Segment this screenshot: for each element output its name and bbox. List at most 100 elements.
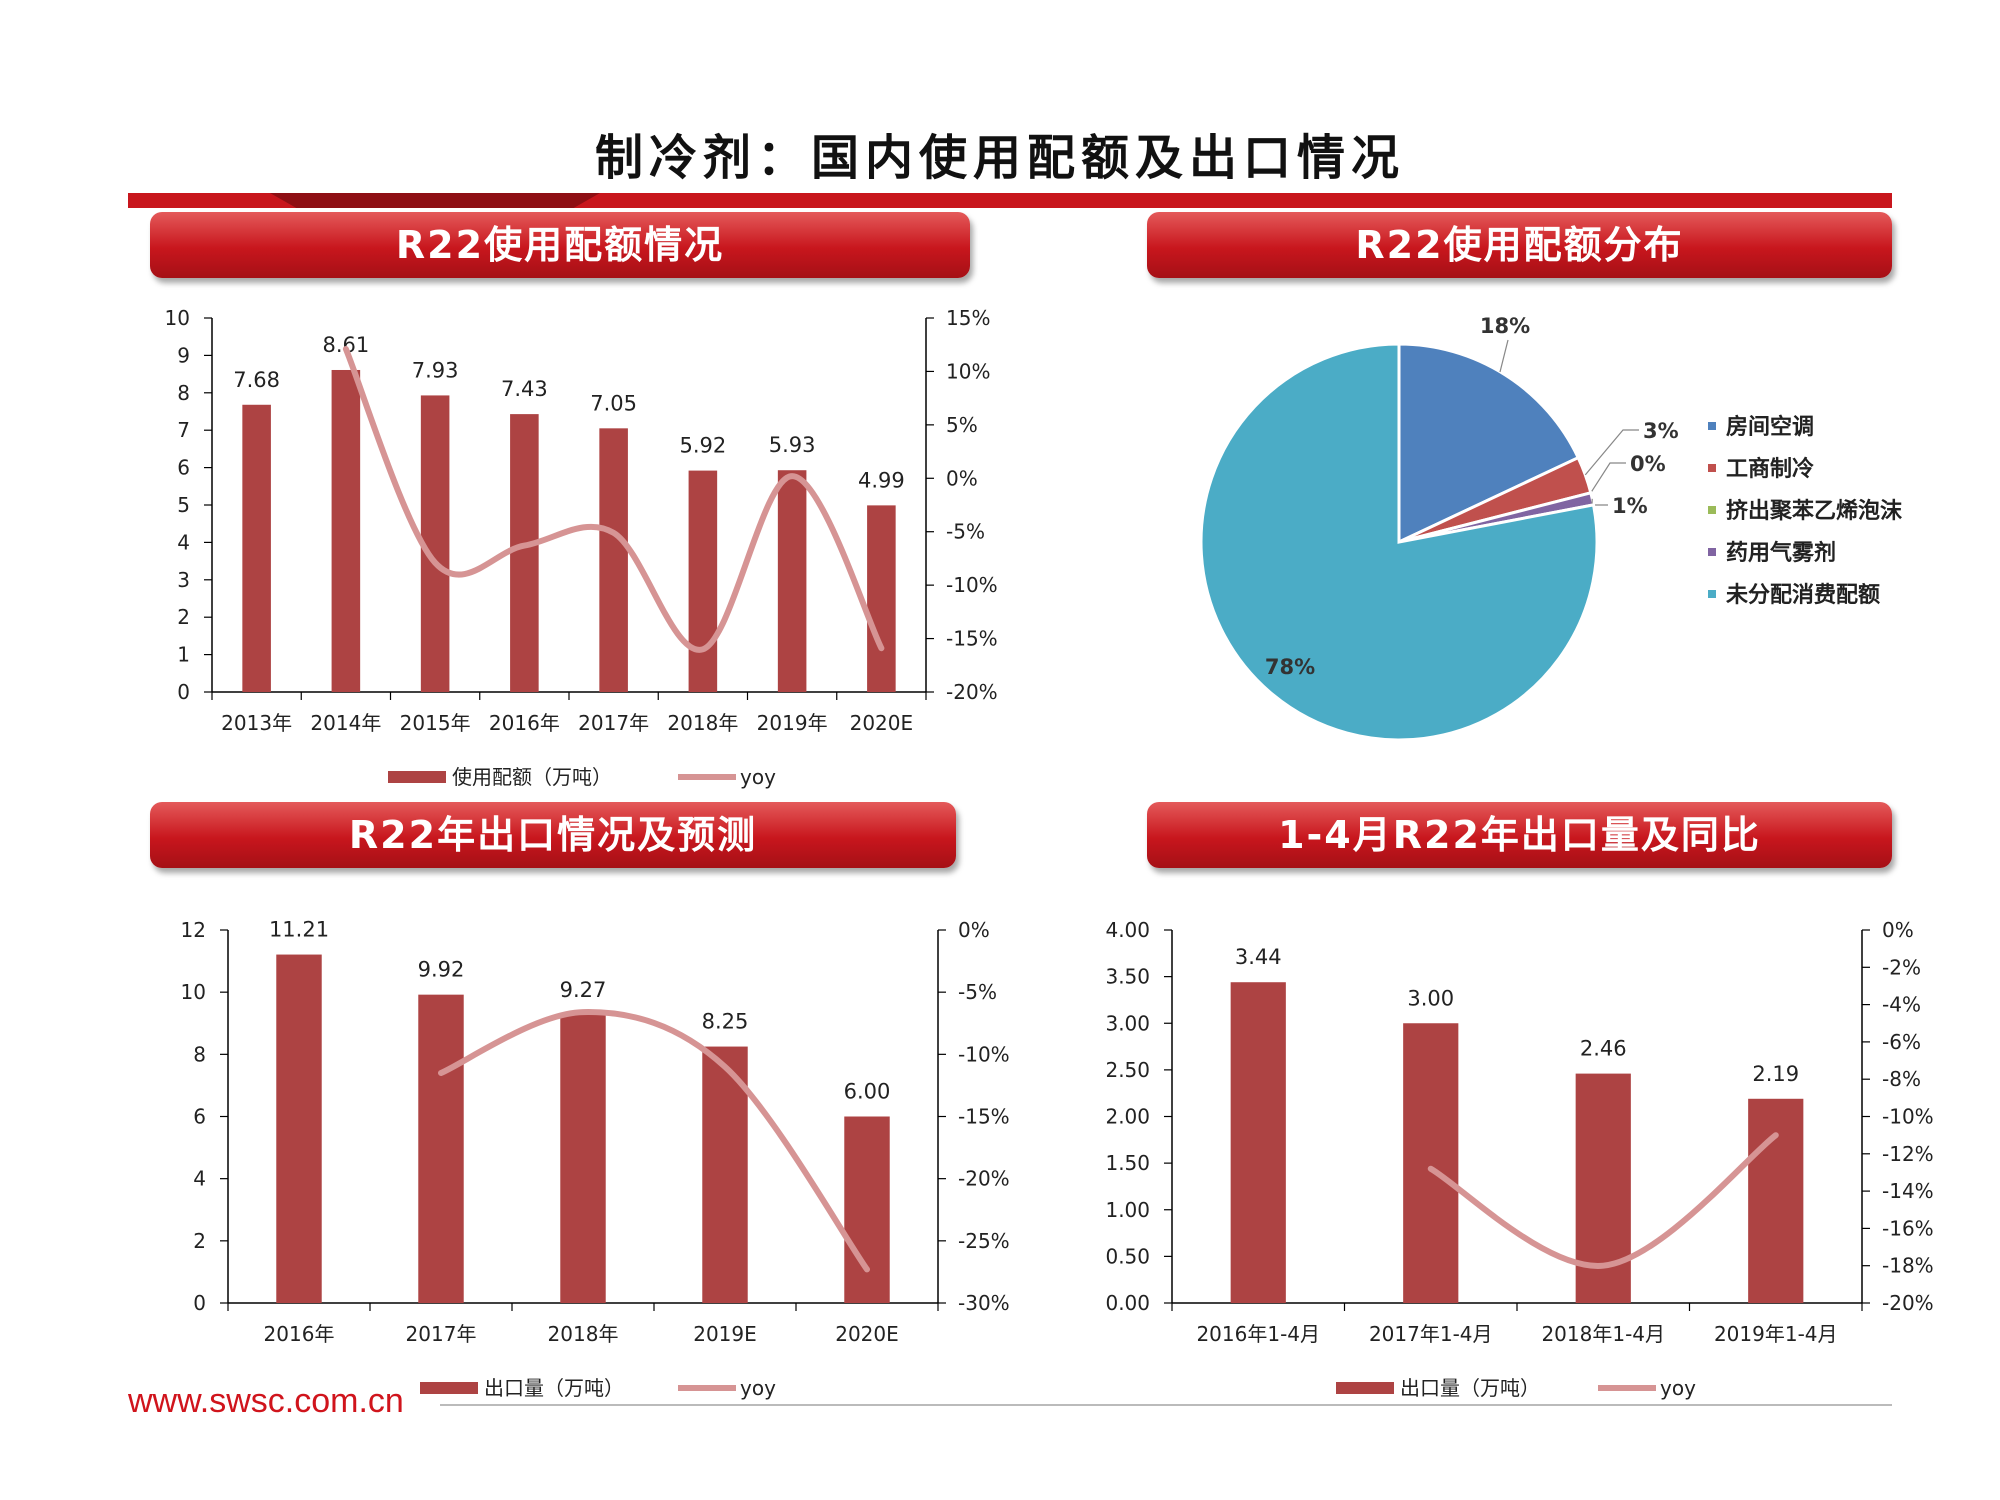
chart1-y2-tick-label: 5% bbox=[946, 413, 978, 437]
chart1-y-tick-label: 7 bbox=[177, 418, 190, 442]
chart1-bar bbox=[242, 404, 271, 692]
chart3-legend-yoy-label: yoy bbox=[740, 1376, 776, 1400]
chart4-y2-tick-label: -18% bbox=[1882, 1254, 1934, 1278]
pie-slice-label: 78% bbox=[1265, 655, 1315, 679]
chart1-legend-bar-label: 使用配额（万吨） bbox=[452, 765, 612, 789]
chart4-bar bbox=[1230, 982, 1286, 1303]
pie-legend-label: 未分配消费配额 bbox=[1726, 583, 1880, 608]
chart4-x-tick-label: 2019年1-4月 bbox=[1714, 1322, 1838, 1346]
pie-legend-label: 药用气雾剂 bbox=[1726, 540, 1836, 566]
chart1-y-tick-label: 9 bbox=[177, 343, 190, 367]
chart1-y2-tick-label: -10% bbox=[946, 573, 998, 597]
chart3-y-tick-label: 4 bbox=[193, 1167, 206, 1191]
pie-slice bbox=[1199, 342, 1599, 742]
pie-legend-label: 房间空调 bbox=[1726, 414, 1814, 440]
chart1-y-tick-label: 2 bbox=[177, 605, 190, 629]
chart3-bar bbox=[702, 1046, 748, 1303]
chart4-y2-tick-label: -6% bbox=[1882, 1030, 1921, 1054]
chart4-y2-tick-label: -14% bbox=[1882, 1179, 1934, 1203]
chart4-y-tick-label: 3.00 bbox=[1105, 1011, 1150, 1035]
chart4-bar bbox=[1748, 1098, 1804, 1303]
chart4-y-tick-label: 1.00 bbox=[1105, 1198, 1150, 1222]
chart4-y-tick-label: 2.00 bbox=[1105, 1105, 1150, 1129]
chart1-bar bbox=[599, 428, 628, 692]
chart3-x-tick-label: 2016年 bbox=[264, 1322, 335, 1346]
chart4-bar-value-label: 3.00 bbox=[1407, 986, 1454, 1010]
chart4-x-tick-label: 2016年1-4月 bbox=[1196, 1322, 1320, 1346]
chart3-bar bbox=[560, 1014, 606, 1303]
chart4-legend-bar-swatch bbox=[1336, 1382, 1394, 1394]
chart3-y2-tick-label: -30% bbox=[958, 1291, 1010, 1315]
chart4-y-tick-label: 0.00 bbox=[1105, 1291, 1150, 1315]
chart1-bar-value-label: 5.92 bbox=[679, 434, 726, 458]
chart4-y-tick-label: 3.50 bbox=[1105, 965, 1150, 989]
chart1-bar-value-label: 5.93 bbox=[769, 433, 816, 457]
chart1-y2-tick-label: 0% bbox=[946, 466, 978, 490]
chart4-x-tick-label: 2018年1-4月 bbox=[1541, 1322, 1665, 1346]
panel-banner-export-jan-apr: 1-4月R22年出口量及同比 bbox=[1147, 802, 1892, 868]
chart4-x-tick-label: 2017年1-4月 bbox=[1369, 1322, 1493, 1346]
chart3-y2-tick-label: -20% bbox=[958, 1167, 1010, 1191]
page-title: 制冷剂：国内使用配额及出口情况 bbox=[594, 130, 1405, 186]
chart4-y2-tick-label: -4% bbox=[1882, 993, 1921, 1017]
chart1-y2-tick-label: 10% bbox=[946, 359, 990, 383]
chart1-y2-tick-label: -20% bbox=[946, 680, 998, 704]
chart1-x-tick-label: 2013年 bbox=[221, 711, 292, 735]
chart1-y-tick-label: 4 bbox=[177, 530, 190, 554]
pie-legend-swatch bbox=[1708, 422, 1716, 430]
chart1-bar bbox=[510, 414, 539, 692]
chart1-y-tick-label: 0 bbox=[177, 680, 190, 704]
pie-legend-label: 挤出聚苯乙烯泡沫 bbox=[1726, 498, 1903, 524]
chart3-y2-tick-label: -10% bbox=[958, 1042, 1010, 1066]
chart1-y-tick-label: 1 bbox=[177, 643, 190, 667]
chart3-bar bbox=[418, 994, 464, 1303]
chart4-bar-value-label: 2.46 bbox=[1580, 1037, 1627, 1061]
chart3-y-tick-label: 2 bbox=[193, 1229, 206, 1253]
chart3-y-tick-label: 12 bbox=[181, 918, 206, 942]
chart4-y2-tick-label: -10% bbox=[1882, 1105, 1934, 1129]
chart1-bar bbox=[777, 470, 807, 692]
chart4-y2-tick-label: -8% bbox=[1882, 1067, 1921, 1091]
chart1-y2-tick-label: -5% bbox=[946, 520, 985, 544]
chart4-y-tick-label: 1.50 bbox=[1105, 1151, 1150, 1175]
panel-banner-quota-distribution: R22使用配额分布 bbox=[1147, 212, 1892, 278]
chart1-bar-value-label: 7.93 bbox=[412, 358, 459, 382]
chart1-x-tick-label: 2015年 bbox=[400, 711, 471, 735]
chart3-x-tick-label: 2018年 bbox=[548, 1322, 619, 1346]
chart4-bar-value-label: 3.44 bbox=[1235, 945, 1282, 969]
chart4-y2-tick-label: -12% bbox=[1882, 1142, 1934, 1166]
chart3-y2-tick-label: -5% bbox=[958, 980, 997, 1004]
chart4-legend-bar-label: 出口量（万吨） bbox=[1400, 1376, 1540, 1400]
chart1-x-tick-label: 2019年 bbox=[757, 711, 828, 735]
pie-leader-line bbox=[1584, 429, 1639, 476]
chart3-x-tick-label: 2020E bbox=[835, 1322, 899, 1346]
chart1-bar-value-label: 7.68 bbox=[233, 368, 280, 392]
pie-slice-label: 0% bbox=[1630, 452, 1666, 476]
chart1-y-tick-label: 8 bbox=[177, 381, 190, 405]
chart4-y2-tick-label: 0% bbox=[1882, 918, 1914, 942]
chart3-bar bbox=[844, 1116, 890, 1303]
chart3-legend-bar-label: 出口量（万吨） bbox=[484, 1376, 624, 1400]
chart1-y-tick-label: 6 bbox=[177, 456, 190, 480]
chart1-y-tick-label: 3 bbox=[177, 568, 190, 592]
pie-legend-swatch bbox=[1708, 590, 1716, 598]
chart3-x-tick-label: 2017年 bbox=[406, 1322, 477, 1346]
chart1-bar-value-label: 7.05 bbox=[590, 391, 637, 415]
footer-url[interactable]: www.swsc.com.cn bbox=[128, 1382, 404, 1420]
chart3-bar-value-label: 9.92 bbox=[418, 958, 465, 982]
chart3-y-tick-label: 8 bbox=[193, 1042, 206, 1066]
chart1-x-tick-label: 2014年 bbox=[310, 711, 381, 735]
chart3-y-tick-label: 10 bbox=[181, 980, 206, 1004]
chart3-bar-value-label: 9.27 bbox=[560, 978, 607, 1002]
pie-legend-label: 工商制冷 bbox=[1726, 456, 1814, 482]
chart4-y2-tick-label: -2% bbox=[1882, 955, 1921, 979]
chart4-y-tick-label: 0.50 bbox=[1105, 1244, 1150, 1268]
chart1-y-tick-label: 10 bbox=[165, 306, 190, 330]
chart3-bar-value-label: 6.00 bbox=[844, 1080, 891, 1104]
chart3-bar-value-label: 8.25 bbox=[702, 1010, 749, 1034]
pie-slice bbox=[1397, 342, 1581, 545]
chart3-y2-tick-label: -25% bbox=[958, 1229, 1010, 1253]
chart1-x-tick-label: 2018年 bbox=[667, 711, 738, 735]
pie-legend-swatch bbox=[1708, 464, 1716, 472]
